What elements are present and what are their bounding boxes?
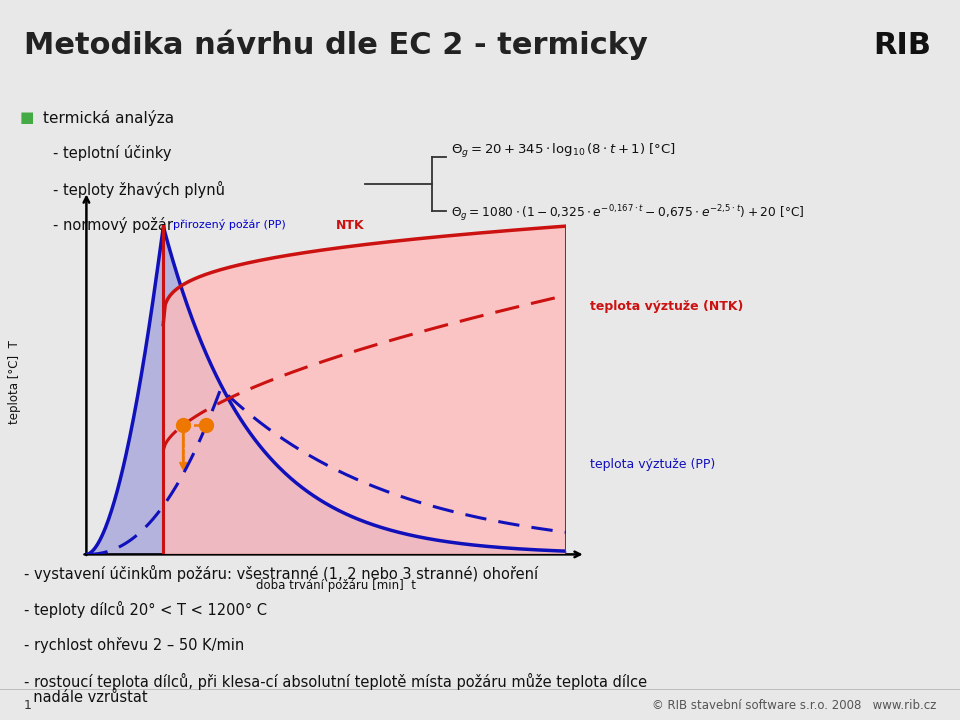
Text: doba trvání požáru [min]  t: doba trvání požáru [min] t <box>256 579 416 592</box>
Text: teplota výztuže (PP): teplota výztuže (PP) <box>590 458 715 471</box>
Text: NTK: NTK <box>336 219 365 232</box>
Text: teplota [°C]  T: teplota [°C] T <box>8 340 21 423</box>
Text: - rychlost ohřevu 2 – 50 K/min: - rychlost ohřevu 2 – 50 K/min <box>24 637 244 653</box>
Text: - vystavení účinkům požáru: všestranné (1, 2 nebo 3 stranné) ohoření: - vystavení účinkům požáru: všestranné (… <box>24 565 539 582</box>
Text: - normový požár: - normový požár <box>53 217 173 233</box>
Text: - teploty žhavých plynů: - teploty žhavých plynů <box>53 181 225 198</box>
Text: - teplotní účinky: - teplotní účinky <box>53 145 171 161</box>
Text: RIB: RIB <box>874 30 931 60</box>
Text: $\Theta_g = 1080 \cdot \left(1 - 0{,}325 \cdot e^{-0{,}167 \cdot t} - 0{,}675 \c: $\Theta_g = 1080 \cdot \left(1 - 0{,}325… <box>451 203 804 224</box>
Text: - rostoucí teplota dílců, při klesa­cí absolutní teplotě místa požáru může teplo: - rostoucí teplota dílců, při klesa­cí a… <box>24 673 647 690</box>
Text: nadále vzrůstat: nadále vzrůstat <box>24 690 148 705</box>
Text: teplota výztuže (NTK): teplota výztuže (NTK) <box>590 300 744 312</box>
Text: - teploty dílců 20° < T < 1200° C: - teploty dílců 20° < T < 1200° C <box>24 601 267 618</box>
Text: ■: ■ <box>19 110 34 125</box>
Text: $\Theta_g = 20 + 345 \cdot \log_{10}(8 \cdot t + 1)\ \mathrm{[°C]}$: $\Theta_g = 20 + 345 \cdot \log_{10}(8 \… <box>451 143 676 161</box>
Text: přirozený požár (PP): přirozený požár (PP) <box>173 219 285 230</box>
Text: 1: 1 <box>24 699 32 712</box>
Text: termická analýza: termická analýza <box>43 110 175 126</box>
Polygon shape <box>163 226 566 554</box>
Text: Metodika návrhu dle EC 2 - termicky: Metodika návrhu dle EC 2 - termicky <box>24 30 648 60</box>
Text: © RIB stavební software s.r.o. 2008   www.rib.cz: © RIB stavební software s.r.o. 2008 www.… <box>652 699 936 712</box>
